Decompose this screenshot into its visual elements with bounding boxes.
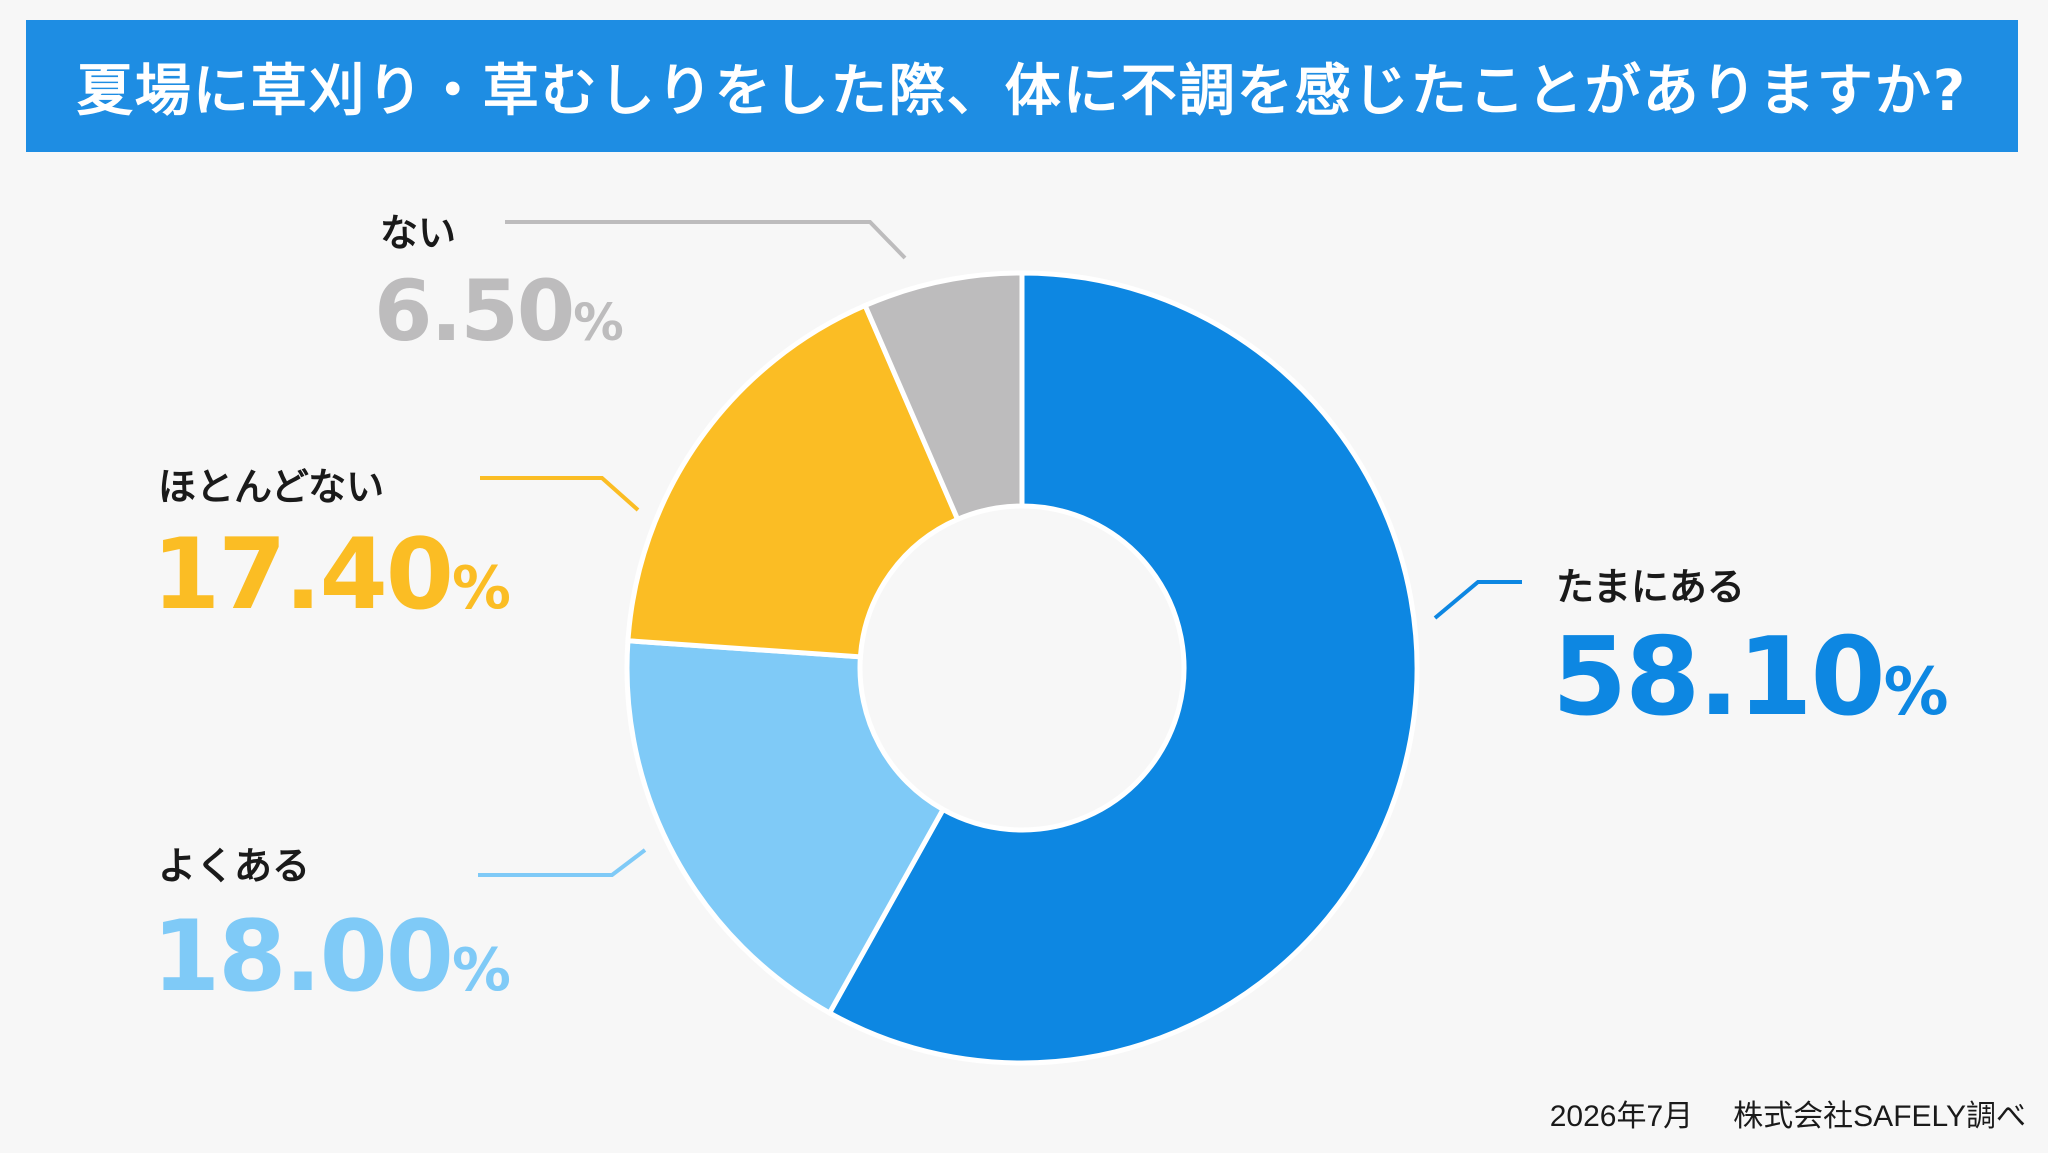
label-value-hotondo: 17.40% xyxy=(152,518,511,632)
leader-line-hotondo xyxy=(480,476,640,512)
leader-line-nai xyxy=(505,220,907,260)
label-name-nai: ない xyxy=(380,211,457,255)
slice-tamani xyxy=(826,270,1420,1066)
slice-yoku xyxy=(624,638,947,1017)
unit-hotondo: % xyxy=(451,553,511,622)
title-banner: 夏場に草刈り・草むしりをした際、体に不調を感じたことがありますか? xyxy=(26,20,2018,152)
label-value-nai: 6.50% xyxy=(374,262,624,360)
survey-source: 株式会社SAFELY調べ xyxy=(1733,1100,2026,1133)
label-value-yoku: 18.00% xyxy=(152,900,511,1014)
label-name-hotondo: ほとんどない xyxy=(158,465,385,509)
slice-hotondo xyxy=(625,302,961,660)
unit-yoku: % xyxy=(451,935,511,1004)
leader-line-tamani xyxy=(1433,580,1522,620)
unit-tamani: % xyxy=(1883,655,1949,730)
slice-nai xyxy=(861,270,1025,523)
source-note: 2026年7月 株式会社SAFELY調べ xyxy=(1550,1091,2026,1135)
value-hotondo: 17.40 xyxy=(152,518,454,632)
label-name-yoku: よくある xyxy=(158,844,311,888)
value-nai: 6.50 xyxy=(374,262,575,360)
label-name-tamani: たまにある xyxy=(1556,565,1745,609)
value-yoku: 18.00 xyxy=(152,900,454,1014)
leader-line-yoku xyxy=(478,848,647,877)
survey-date: 2026年7月 xyxy=(1549,1100,1694,1133)
unit-nai: % xyxy=(573,293,624,352)
value-tamani: 58.10 xyxy=(1552,615,1886,740)
label-value-tamani: 58.10% xyxy=(1552,615,1949,740)
chart-title: 夏場に草刈り・草むしりをした際、体に不調を感じたことがありますか? xyxy=(76,58,1968,124)
